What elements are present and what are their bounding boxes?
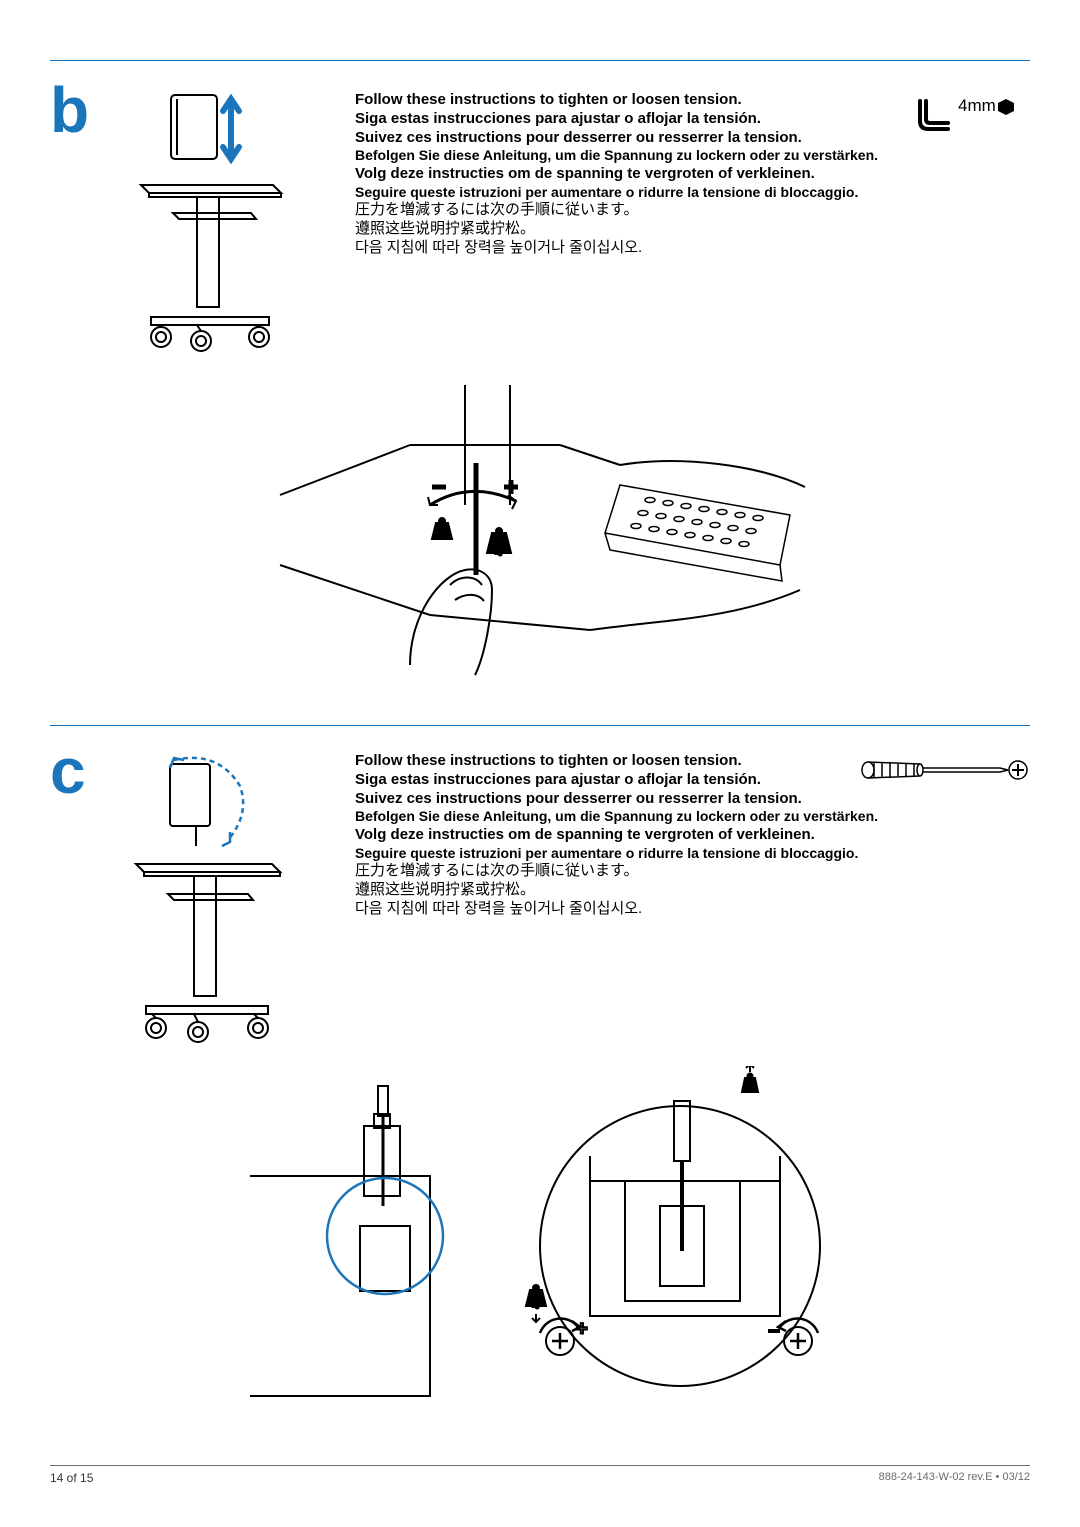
top-rule: [50, 60, 1030, 61]
hex-key-icon: 4mm: [910, 91, 1030, 141]
instr-c-en: Follow these instructions to tighten or …: [355, 752, 878, 771]
instr-b-de: Befolgen Sie diese Anleitung, um die Spa…: [355, 147, 878, 165]
svg-text:kg: kg: [495, 550, 502, 556]
instr-c-es: Siga estas instrucciones para ajustar o …: [355, 771, 878, 790]
instr-b-zh: 遵照这些说明拧紧或拧松。: [355, 220, 878, 239]
step-letter-b: b: [50, 85, 89, 136]
tool-b: 4mm: [850, 91, 1030, 141]
instr-c-ja: 圧力を増減するには次の手順に従います。: [355, 862, 878, 881]
instr-b-ko: 다음 지침에 따라 장력을 높이거나 줄이십시오.: [355, 239, 878, 258]
tool-c: [850, 752, 1030, 788]
instr-b-nl: Volg deze instructies om de spanning te …: [355, 165, 878, 184]
instr-c-de: Befolgen Sie diese Anleitung, um die Spa…: [355, 808, 878, 826]
instr-c-zh: 遵照这些说明拧紧或拧松。: [355, 881, 878, 900]
cart-diagram-c: [98, 746, 298, 1056]
instr-b-ja: 圧力を増減するには次の手順に従います。: [355, 201, 878, 220]
svg-text:kg: kg: [532, 1303, 539, 1309]
step-letter-c: c: [50, 746, 86, 797]
instr-c-ko: 다음 지침에 따라 장력을 높이거나 줄이십시오.: [355, 900, 878, 919]
page-number: 14 of 15: [50, 1471, 93, 1485]
instr-c-nl: Volg deze instructies om de spanning te …: [355, 826, 878, 845]
mid-rule: [50, 725, 1030, 726]
detail-figure-c: LB kg +: [50, 1066, 1030, 1426]
doc-reference: 888-24-143-W-02 rev.E • 03/12: [879, 1471, 1030, 1485]
instr-b-es: Siga estas instrucciones para ajustar o …: [355, 110, 878, 129]
hex-size-label: 4mm: [958, 96, 996, 115]
instr-c-fr: Suivez ces instructions pour desserrer o…: [355, 790, 878, 809]
instr-b-en: Follow these instructions to tighten or …: [355, 91, 878, 110]
instr-c-it: Seguire queste istruzioni per aumentare …: [355, 845, 878, 863]
instr-b-fr: Suivez ces instructions pour desserrer o…: [355, 129, 878, 148]
page-footer: 14 of 15 888-24-143-W-02 rev.E • 03/12: [50, 1465, 1030, 1485]
section-b: b: [50, 85, 1030, 355]
svg-text:LB: LB: [531, 1296, 540, 1303]
instr-b-it: Seguire queste istruzioni per aumentare …: [355, 184, 878, 202]
detail-figure-b: LB kg: [50, 375, 1030, 705]
svg-text:LB: LB: [494, 543, 503, 550]
cart-diagram-b: [101, 85, 301, 355]
screwdriver-icon: [860, 752, 1030, 788]
section-c: c: [50, 746, 1030, 1056]
